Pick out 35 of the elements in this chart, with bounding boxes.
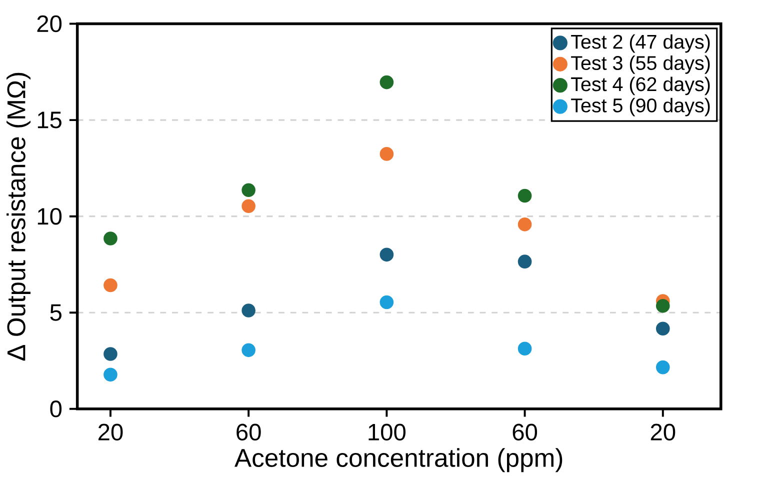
point [242, 343, 256, 357]
point [104, 347, 118, 361]
y-axis-title: Δ Output resistance (MΩ) [6, 72, 30, 360]
point [380, 146, 394, 161]
point [518, 217, 532, 232]
point [380, 295, 394, 310]
x-tick-label: 100 [368, 424, 406, 440]
legend-label: Test 4 (62 days) [571, 76, 710, 96]
y-tick-label: 5 [50, 304, 62, 321]
point [656, 322, 670, 336]
point [242, 199, 256, 213]
x-tick-label: 60 [512, 424, 538, 440]
y-tick-label: 15 [38, 112, 62, 128]
point [242, 304, 256, 318]
x-tick-label: 60 [236, 424, 261, 440]
legend-label: Test 2 (47 days) [571, 34, 710, 53]
point [518, 342, 532, 356]
point [518, 254, 532, 268]
legend-label: Test 3 (55 days) [571, 55, 710, 74]
point [656, 360, 670, 374]
point [242, 183, 256, 197]
point [104, 231, 118, 246]
legend-label: Test 5 (90 days) [571, 98, 710, 116]
point [518, 188, 532, 203]
x-tick-label: 20 [650, 424, 676, 440]
x-axis-title: Acetone concentration (ppm) [234, 448, 562, 472]
y-tick-label: 20 [37, 15, 62, 32]
y-tick-label: 10 [38, 208, 62, 225]
point [380, 75, 394, 90]
x-tick-label: 20 [98, 424, 123, 440]
point [104, 368, 118, 382]
point [656, 298, 670, 313]
point [380, 248, 394, 262]
point [104, 278, 118, 292]
y-tick-label: 0 [50, 400, 62, 418]
